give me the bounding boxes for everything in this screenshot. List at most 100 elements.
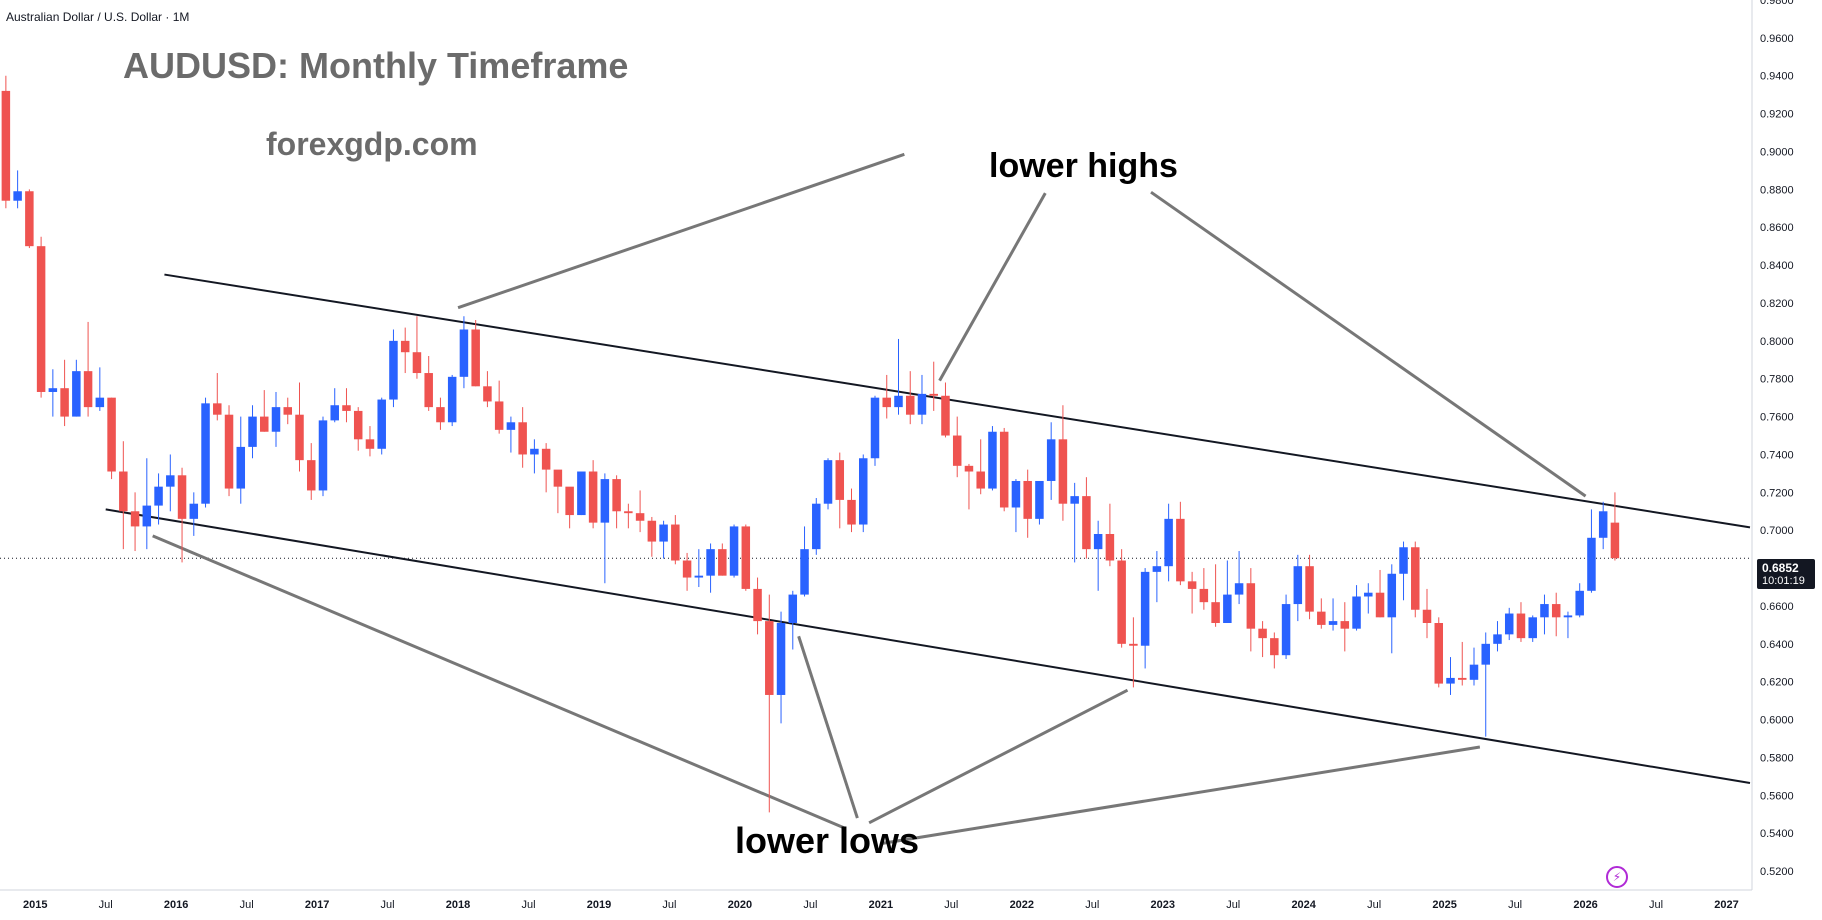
- candle-body: [1575, 590, 1584, 616]
- current-price-badge: 0.6852 10:01:19: [1757, 559, 1815, 589]
- candle-body: [119, 471, 128, 512]
- candle-body: [1270, 638, 1279, 656]
- price-tick-label: 0.9000: [1760, 146, 1794, 158]
- symbol-label[interactable]: Australian Dollar / U.S. Dollar · 1M: [6, 10, 190, 24]
- price-tick-label: 0.5600: [1760, 790, 1794, 802]
- time-tick-label: Jul: [99, 899, 113, 911]
- candle-body: [1070, 496, 1079, 504]
- candle-body: [1446, 677, 1455, 684]
- candle-body: [1187, 581, 1197, 589]
- candle-body: [201, 403, 210, 504]
- candle-body: [107, 397, 116, 472]
- price-tick-label: 0.8200: [1760, 298, 1794, 310]
- candle-body: [1164, 518, 1173, 567]
- candle-body: [1328, 621, 1338, 625]
- price-tick-label: 0.8000: [1760, 336, 1794, 348]
- candle-body: [941, 395, 950, 436]
- candle-body: [1176, 518, 1185, 582]
- candle-body: [1399, 547, 1408, 574]
- price-tick-label: 0.5400: [1760, 828, 1794, 840]
- candle-body: [471, 329, 480, 387]
- candle-body: [1422, 609, 1432, 623]
- candle-body: [154, 486, 163, 506]
- time-tick-label: Jul: [1649, 899, 1663, 911]
- candle-body: [952, 435, 962, 466]
- candle-body: [1281, 604, 1291, 656]
- time-tick-label: 2027: [1714, 899, 1738, 911]
- candle-body: [1234, 583, 1244, 595]
- candle-body: [1610, 522, 1620, 559]
- candle-body: [1093, 534, 1103, 550]
- chart-title: AUDUSD: Monthly Timeframe: [123, 45, 629, 86]
- candle-body: [682, 560, 692, 578]
- annotation-pointer-line: [880, 745, 1481, 846]
- candle-body: [1434, 623, 1444, 684]
- candle-body: [1211, 602, 1220, 623]
- time-tick-label: 2024: [1291, 899, 1316, 911]
- candle-body: [577, 471, 586, 516]
- trendline-upper: [164, 273, 1751, 529]
- price-tick-label: 0.9400: [1760, 71, 1794, 83]
- candle-body: [236, 446, 246, 489]
- price-tick-label: 0.6000: [1760, 715, 1794, 727]
- price-tick-label: 0.9600: [1760, 33, 1794, 45]
- candle-body: [166, 475, 175, 487]
- time-tick-label: 2015: [23, 899, 47, 911]
- candle-body: [729, 526, 739, 576]
- candle-body: [1317, 611, 1326, 625]
- candle-body: [142, 505, 152, 527]
- time-tick-label: Jul: [803, 899, 817, 911]
- site-watermark: forexgdp.com: [266, 126, 478, 162]
- candle-body: [964, 465, 974, 472]
- candle-body: [189, 503, 199, 519]
- trendline-lower: [105, 508, 1751, 784]
- candle-body: [389, 340, 398, 400]
- candle-body: [553, 469, 563, 487]
- candle-body: [1058, 439, 1068, 504]
- candle-body: [518, 422, 527, 455]
- lightning-icon[interactable]: ⚡: [1606, 866, 1628, 888]
- candle-body: [1387, 573, 1397, 618]
- candle-body: [976, 471, 985, 489]
- candle-body: [260, 416, 269, 432]
- candle-body: [424, 373, 433, 408]
- candle-body: [788, 594, 798, 623]
- candle-body: [718, 549, 727, 576]
- candle-body: [306, 460, 316, 491]
- price-tick-label: 0.7000: [1760, 525, 1794, 537]
- candle-body: [1129, 643, 1138, 646]
- price-tick-label: 0.9800: [1760, 0, 1794, 7]
- candle-body: [894, 395, 903, 408]
- candle-body: [1293, 566, 1303, 605]
- time-tick-label: 2023: [1151, 899, 1175, 911]
- trendlines: [105, 152, 1751, 846]
- candle-body: [412, 352, 422, 374]
- candle-body: [600, 479, 610, 523]
- candle-body: [1046, 439, 1056, 481]
- price-tick-label: 0.8600: [1760, 222, 1794, 234]
- candle-body: [1540, 604, 1549, 618]
- candle-body: [1082, 496, 1091, 550]
- candle-body: [1598, 511, 1608, 538]
- candle-body: [800, 549, 809, 595]
- candle-body: [530, 448, 539, 455]
- candle-body: [1340, 621, 1350, 629]
- candle-body: [506, 422, 516, 430]
- candle-body: [447, 376, 457, 423]
- candle-body: [1551, 604, 1561, 618]
- candle-body: [342, 405, 351, 411]
- candle-body: [1105, 534, 1115, 561]
- candle-body: [1481, 643, 1490, 665]
- time-tick-label: Jul: [662, 899, 676, 911]
- price-tick-label: 0.8400: [1760, 260, 1794, 272]
- price-tick-label: 0.9200: [1760, 109, 1794, 121]
- candle-body: [1493, 634, 1502, 644]
- price-tick-label: 0.5800: [1760, 752, 1794, 764]
- time-tick-label: 2021: [869, 899, 893, 911]
- candle-body: [1364, 592, 1373, 597]
- candle-body: [624, 511, 633, 514]
- candle-body: [635, 513, 645, 521]
- candle-body: [25, 191, 34, 247]
- candle-body: [812, 503, 821, 550]
